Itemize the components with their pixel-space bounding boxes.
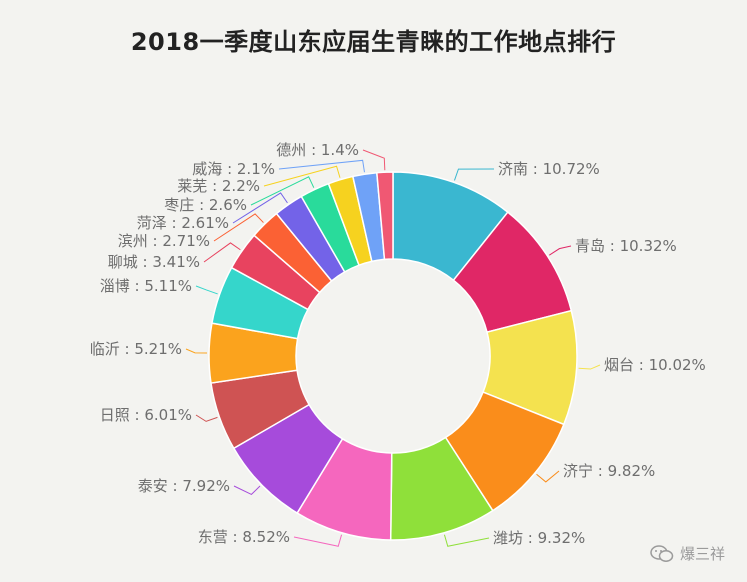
leader-line-莱芜	[263, 165, 341, 187]
leader-line-滨州	[213, 213, 264, 242]
slice-label-淄博: 淄博 : 5.11%	[100, 277, 192, 295]
slice-label-潍坊: 潍坊 : 9.32%	[493, 529, 585, 547]
slice-label-泰安: 泰安 : 7.92%	[138, 477, 230, 495]
leader-line-威海	[278, 159, 365, 173]
leader-line-东营	[293, 534, 343, 547]
wechat-icon	[650, 544, 674, 562]
slice-label-青岛: 青岛 : 10.32%	[575, 237, 677, 255]
leader-line-潍坊	[443, 534, 490, 547]
leader-line-德州	[362, 149, 386, 171]
leader-line-淄博	[195, 285, 218, 295]
leader-line-枣庄	[250, 176, 315, 206]
slice-label-烟台: 烟台 : 10.02%	[604, 356, 706, 374]
leader-line-济南	[453, 168, 495, 181]
watermark: 爆三祥	[650, 543, 725, 564]
slice-label-菏泽: 菏泽 : 2.61%	[137, 214, 229, 232]
slice-label-济宁: 济宁 : 9.82%	[563, 462, 655, 480]
slices-layer	[208, 171, 578, 541]
slice-label-临沂: 临沂 : 5.21%	[90, 340, 182, 358]
slice-label-莱芜: 莱芜 : 2.2%	[177, 177, 260, 195]
leader-line-青岛	[549, 245, 572, 256]
slice-label-济南: 济南 : 10.72%	[498, 160, 600, 178]
slice-label-威海: 威海 : 2.1%	[192, 160, 275, 178]
leader-line-济宁	[536, 470, 560, 483]
leader-line-烟台	[578, 364, 601, 370]
slice-label-日照: 日照 : 6.01%	[100, 406, 192, 424]
slice-label-枣庄: 枣庄 : 2.6%	[164, 196, 247, 214]
slice-label-德州: 德州 : 1.4%	[276, 141, 359, 159]
leader-line-菏泽	[232, 192, 288, 224]
slice-德州	[376, 171, 394, 261]
slice-label-东营: 东营 : 8.52%	[198, 528, 290, 546]
leader-line-临沂	[185, 348, 208, 354]
slice-label-滨州: 滨州 : 2.71%	[118, 232, 210, 250]
leader-lines-layer	[185, 149, 601, 547]
watermark-text: 爆三祥	[679, 545, 725, 563]
chart-title: 2018一季度山东应届生青睐的工作地点排行	[130, 28, 617, 56]
leader-line-聊城	[203, 242, 241, 263]
leader-line-日照	[195, 414, 218, 422]
leader-line-泰安	[233, 485, 261, 496]
slice-label-聊城: 聊城 : 3.41%	[108, 253, 200, 271]
slice-labels-layer: 济南 : 10.72% 青岛 : 10.32% 烟台 : 10.02% 济宁 : 9.…	[90, 141, 706, 547]
